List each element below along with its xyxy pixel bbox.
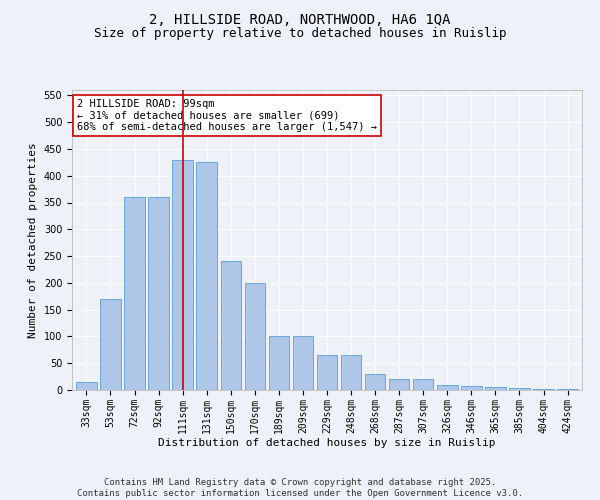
Bar <box>100 299 121 390</box>
Bar <box>341 355 361 390</box>
Bar <box>557 389 578 390</box>
Bar <box>172 160 193 390</box>
Bar <box>437 384 458 390</box>
Bar <box>221 262 241 390</box>
Bar <box>413 380 433 390</box>
Text: 2 HILLSIDE ROAD: 99sqm
← 31% of detached houses are smaller (699)
68% of semi-de: 2 HILLSIDE ROAD: 99sqm ← 31% of detached… <box>77 99 377 132</box>
Bar <box>293 336 313 390</box>
Bar <box>461 386 482 390</box>
Text: Size of property relative to detached houses in Ruislip: Size of property relative to detached ho… <box>94 28 506 40</box>
Bar <box>509 388 530 390</box>
Bar <box>269 336 289 390</box>
Bar <box>148 197 169 390</box>
Bar <box>365 374 385 390</box>
Bar <box>485 388 506 390</box>
Bar <box>317 355 337 390</box>
Bar <box>124 197 145 390</box>
Text: 2, HILLSIDE ROAD, NORTHWOOD, HA6 1QA: 2, HILLSIDE ROAD, NORTHWOOD, HA6 1QA <box>149 12 451 26</box>
Text: Contains HM Land Registry data © Crown copyright and database right 2025.
Contai: Contains HM Land Registry data © Crown c… <box>77 478 523 498</box>
Y-axis label: Number of detached properties: Number of detached properties <box>28 142 38 338</box>
Bar <box>76 382 97 390</box>
X-axis label: Distribution of detached houses by size in Ruislip: Distribution of detached houses by size … <box>158 438 496 448</box>
Bar <box>389 380 409 390</box>
Bar <box>245 283 265 390</box>
Bar <box>196 162 217 390</box>
